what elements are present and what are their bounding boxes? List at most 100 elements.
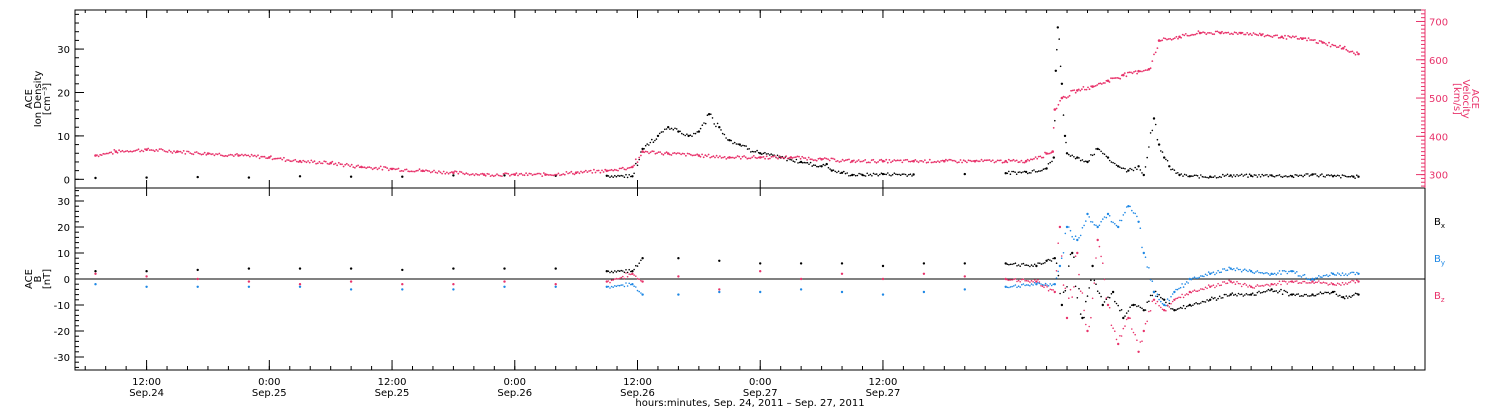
density-dot: [1212, 176, 1215, 178]
density-dot: [612, 176, 614, 178]
velocity-dot: [303, 160, 306, 163]
velocity-dot: [155, 148, 158, 151]
density-dot: [883, 173, 886, 175]
density-dot: [1006, 172, 1009, 175]
bx-dot: [1204, 301, 1207, 303]
velocity-dot: [1274, 34, 1277, 37]
bx-dot: [1096, 290, 1099, 293]
velocity-dot: [442, 170, 445, 173]
velocity-dot: [648, 152, 650, 155]
velocity-dot: [1296, 37, 1299, 40]
density-dot: [764, 151, 766, 154]
bz-dot: [1212, 284, 1215, 287]
density-point: [1311, 173, 1314, 176]
velocity-dot: [523, 174, 526, 177]
bx-dot: [1335, 293, 1338, 296]
density-dot: [1062, 114, 1065, 116]
density-point: [667, 126, 670, 129]
velocity-dot: [924, 159, 926, 162]
velocity-dot: [119, 150, 122, 153]
density-dot: [1349, 175, 1352, 178]
by-dot: [1223, 268, 1226, 270]
density-dot: [1220, 176, 1222, 179]
density-dot: [1019, 171, 1021, 173]
by-dot: [1352, 271, 1355, 274]
density-point: [1157, 143, 1161, 146]
bx-dot: [1030, 264, 1033, 266]
bz-dot: [1313, 282, 1315, 285]
by-dot: [1144, 256, 1147, 259]
bx-dot: [1107, 296, 1109, 299]
bx-point: [1173, 309, 1176, 312]
bx-dot: [1277, 291, 1279, 294]
bx-dot: [640, 259, 642, 262]
density-point: [1137, 165, 1140, 168]
velocity-dot: [260, 155, 263, 158]
by-dot: [1176, 288, 1179, 291]
velocity-dot: [933, 160, 936, 163]
bx-dot: [1193, 303, 1196, 305]
by-point: [1053, 283, 1057, 286]
density-dot: [797, 162, 799, 164]
velocity-dot: [1156, 47, 1159, 49]
velocity-dot: [160, 148, 163, 150]
bz-dot: [1093, 282, 1096, 284]
density-point: [677, 130, 680, 133]
by-dot: [1098, 224, 1101, 227]
density-dot: [756, 149, 758, 152]
bx-dot: [1214, 297, 1216, 299]
density-dot: [1351, 175, 1353, 177]
by-dot: [1258, 271, 1260, 274]
bz-dot: [1095, 257, 1097, 259]
bx-dot: [1340, 296, 1343, 298]
velocity-dot: [1177, 37, 1179, 40]
velocity-dot: [1170, 38, 1173, 41]
density-dot: [1226, 173, 1229, 176]
bz-dot: [1102, 262, 1104, 265]
density-dot: [1269, 174, 1271, 176]
velocity-dot: [1153, 53, 1155, 56]
density-dot: [1215, 177, 1218, 179]
velocity-dot: [1099, 82, 1102, 85]
bx-dot: [1105, 298, 1108, 301]
by-dot: [1237, 268, 1240, 271]
bz-dot: [1185, 293, 1188, 295]
density-dot: [615, 175, 618, 178]
bz-dot: [607, 280, 610, 282]
velocity-dot: [1224, 31, 1227, 34]
velocity-point: [298, 159, 302, 163]
by-point: [1152, 290, 1156, 294]
velocity-dot: [783, 157, 786, 160]
bx-dot: [1262, 291, 1265, 293]
by-dot: [1259, 272, 1262, 274]
bz-dot: [1285, 281, 1287, 283]
velocity-point: [1122, 73, 1125, 77]
by-dot: [1336, 272, 1339, 274]
bx-dot: [1211, 296, 1213, 299]
by-dot: [1040, 283, 1042, 285]
bz-dot: [1071, 296, 1073, 298]
by-dot: [618, 284, 621, 287]
bz-dot: [1330, 282, 1333, 284]
bx-point: [1045, 259, 1048, 262]
bz-dot: [1060, 255, 1063, 257]
velocity-dot: [300, 161, 303, 164]
density-dot: [868, 174, 870, 177]
velocity-dot: [827, 158, 829, 161]
bz-dot: [1192, 290, 1194, 293]
density-dot: [1286, 176, 1289, 178]
bz-dot: [1203, 288, 1205, 291]
density-point: [1106, 156, 1110, 159]
bz-dot: [1310, 282, 1312, 284]
bx-dot: [1255, 294, 1257, 296]
density-dot: [877, 174, 879, 177]
velocity-dot: [686, 152, 689, 155]
velocity-dot: [1262, 33, 1264, 35]
by-point: [1004, 285, 1007, 288]
velocity-dot: [710, 156, 713, 158]
velocity-point: [390, 167, 394, 171]
density-dot: [1313, 173, 1315, 175]
bx-point: [922, 262, 926, 265]
by-dot: [1185, 281, 1188, 283]
by-dot: [1046, 284, 1048, 286]
